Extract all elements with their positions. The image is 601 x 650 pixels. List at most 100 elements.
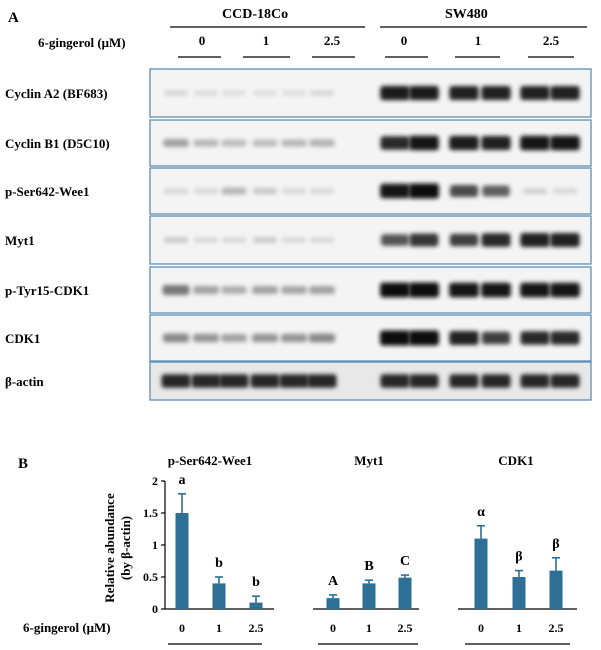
x-tick-label: 2.5 xyxy=(249,621,264,635)
blot-band xyxy=(550,331,580,345)
blot-band xyxy=(163,237,189,243)
blot-label: Myt1 xyxy=(5,233,35,248)
y-tick-label: 0.5 xyxy=(143,570,158,584)
blot-label: Cyclin B1 (D5C10) xyxy=(5,136,110,151)
blot-band xyxy=(520,86,550,100)
blot-band xyxy=(193,286,219,294)
significance-letter: A xyxy=(328,574,339,589)
x-tick-label: 1 xyxy=(366,621,372,635)
group-title: Myt1 xyxy=(354,453,384,468)
blot-band xyxy=(193,188,219,194)
blot-band xyxy=(449,282,479,298)
significance-letter: b xyxy=(215,556,223,571)
bar xyxy=(549,570,563,609)
group-title: p-Ser642-Wee1 xyxy=(168,453,252,468)
blot-band xyxy=(163,90,189,96)
blot-band xyxy=(409,282,439,298)
significance-letter: β xyxy=(552,537,559,552)
bar xyxy=(474,538,488,609)
blot-band xyxy=(309,90,335,96)
blot-band xyxy=(162,333,190,343)
blot-band xyxy=(221,139,247,147)
blot-band xyxy=(251,333,279,343)
dose-label: 0 xyxy=(401,33,408,48)
blot-band xyxy=(481,233,511,247)
blot-band xyxy=(250,374,280,388)
blot-band xyxy=(281,286,307,294)
blot-band xyxy=(252,187,278,195)
blot-band xyxy=(481,331,511,345)
blot-band xyxy=(550,233,580,247)
blot-band xyxy=(252,286,278,294)
dose-label: 2.5 xyxy=(543,33,560,48)
blot-band xyxy=(550,86,580,100)
blot-band xyxy=(221,187,247,195)
panel-a-dose-labels: 0 1 2.5 0 1 2.5 xyxy=(178,33,574,58)
bar xyxy=(398,577,412,609)
blot-label: Cyclin A2 (BF683) xyxy=(5,86,108,101)
blot-band xyxy=(252,90,278,96)
y-tick-label: 0 xyxy=(152,602,158,616)
blot-band xyxy=(380,85,410,101)
blot-band xyxy=(520,282,550,298)
y-tick-label: 1 xyxy=(152,538,158,552)
blot-band xyxy=(221,90,247,96)
x-tick-label: 2.5 xyxy=(549,621,564,635)
dose-label: 1 xyxy=(475,33,482,48)
significance-letter: C xyxy=(400,554,410,569)
bar xyxy=(212,583,226,609)
group-title: CDK1 xyxy=(498,453,533,468)
bar xyxy=(249,602,263,609)
blot-label: β-actin xyxy=(5,374,44,389)
blot-band xyxy=(281,188,307,194)
blot-band xyxy=(520,374,550,388)
blot-band xyxy=(481,86,511,100)
blot-band xyxy=(307,374,337,388)
blot-band xyxy=(449,86,479,100)
x-tick-label: 2.5 xyxy=(398,621,413,635)
blot-band xyxy=(481,282,511,298)
x-tick-label: 0 xyxy=(179,621,185,635)
significance-letter: B xyxy=(364,559,373,574)
blot-band xyxy=(380,136,410,150)
blot-frame xyxy=(149,167,592,215)
blot-band xyxy=(252,139,278,147)
blot-band xyxy=(161,374,191,388)
dose-label: 0 xyxy=(199,33,206,48)
blot-band xyxy=(552,188,578,194)
blot-band xyxy=(520,331,550,345)
blot-band xyxy=(409,85,439,101)
cell-line-label-sw480: SW480 xyxy=(445,7,488,22)
bar xyxy=(326,598,340,609)
significance-letter: α xyxy=(477,505,485,520)
x-tick-label: 1 xyxy=(516,621,522,635)
blot-band xyxy=(409,183,439,199)
blot-band xyxy=(482,185,510,197)
panel-a-treatment-label: 6-gingerol (μM) xyxy=(38,35,126,50)
blot-band xyxy=(281,237,307,243)
blot-band xyxy=(279,374,309,388)
blot-band xyxy=(163,139,189,147)
blot-band xyxy=(481,374,511,388)
blot-band xyxy=(520,233,550,247)
blot-band xyxy=(522,188,548,194)
blot-band xyxy=(308,333,336,343)
blot-band xyxy=(309,237,335,243)
bar xyxy=(512,577,526,609)
panel-b-treatment-label: 6-gingerol (μM) xyxy=(23,620,111,635)
blot-band xyxy=(449,233,479,247)
dose-label: 1 xyxy=(263,33,270,48)
blot-band xyxy=(221,334,247,342)
blot-band xyxy=(550,282,580,298)
blot-label: CDK1 xyxy=(5,331,40,346)
blot-band xyxy=(193,90,219,96)
blot-band xyxy=(309,286,335,294)
blot-label: p-Tyr15-CDK1 xyxy=(5,283,89,298)
blot-band xyxy=(193,237,219,243)
blot-band xyxy=(191,374,221,388)
significance-letter: β xyxy=(515,550,522,565)
blot-band xyxy=(381,234,409,246)
blot-band xyxy=(449,135,479,151)
significance-letter: a xyxy=(179,473,186,488)
